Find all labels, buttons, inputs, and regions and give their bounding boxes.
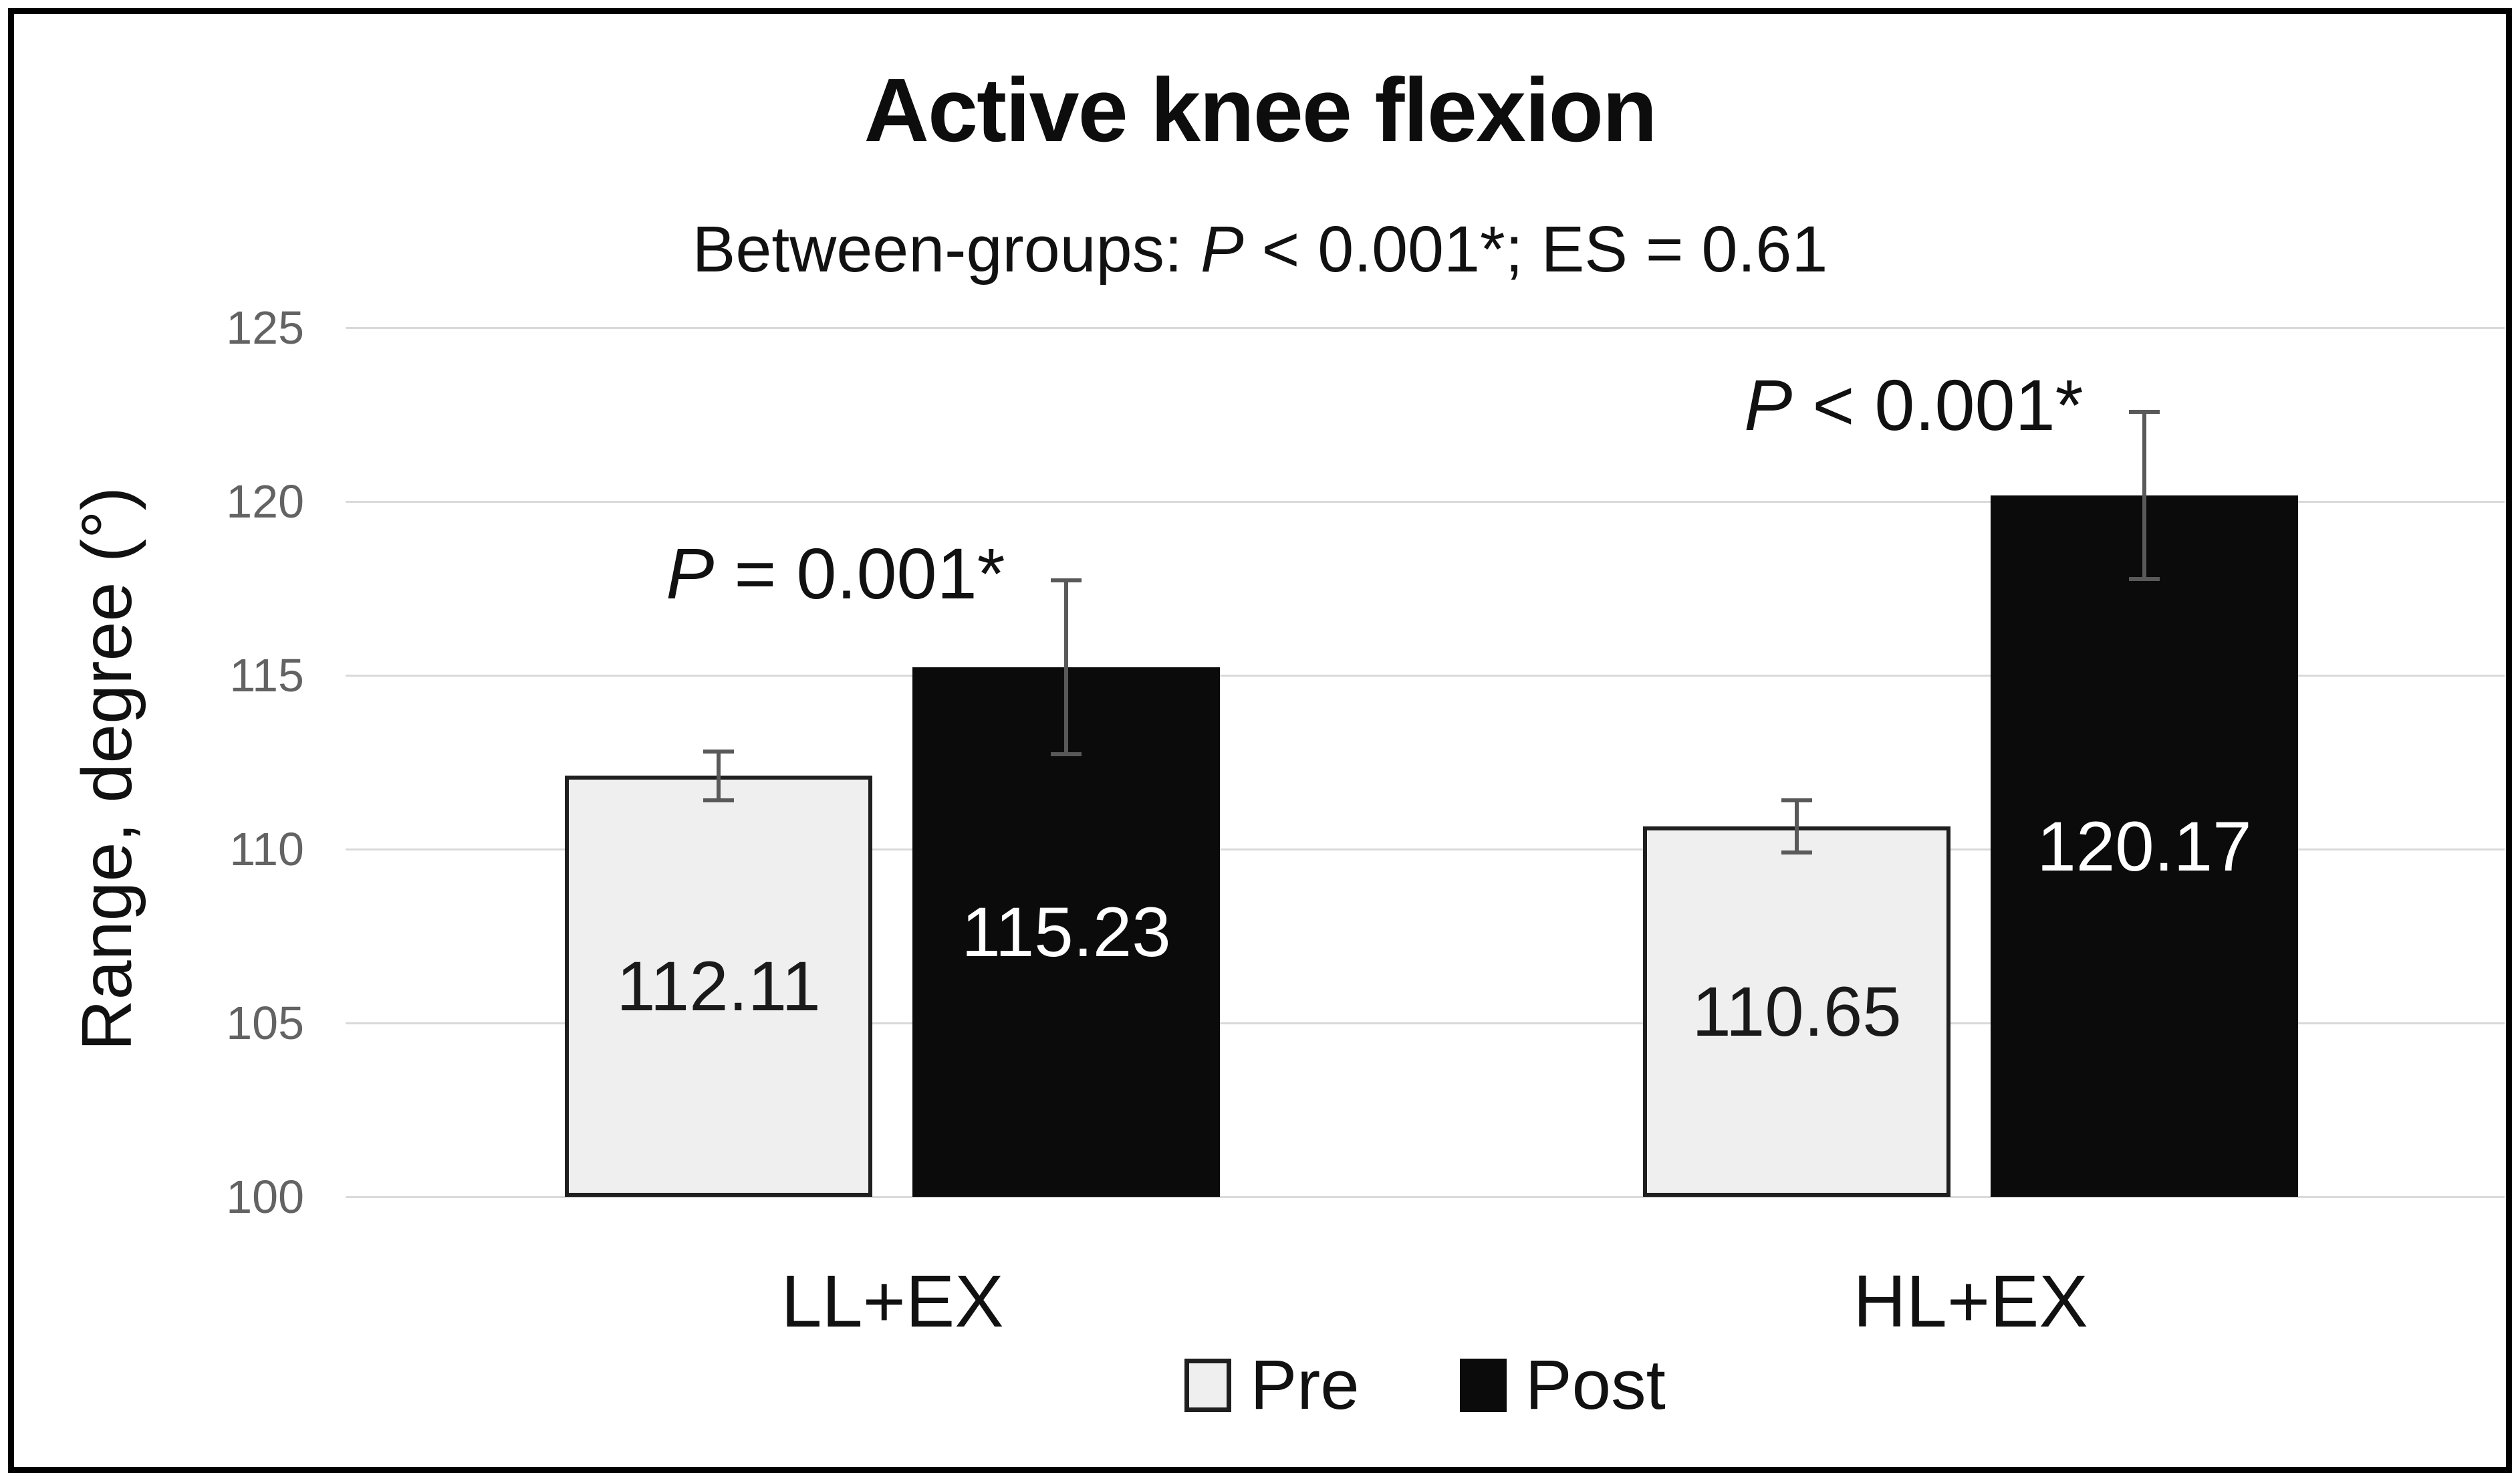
y-tick-label: 105 bbox=[226, 997, 304, 1049]
error-bar-line bbox=[2142, 412, 2146, 579]
post-swatch-icon bbox=[1459, 1359, 1507, 1412]
error-bar-cap-top bbox=[1051, 578, 1082, 583]
legend-item-post: Post bbox=[1459, 1345, 1666, 1426]
gridline bbox=[346, 675, 2505, 677]
y-tick-label: 125 bbox=[226, 302, 304, 354]
gridline bbox=[346, 848, 2505, 850]
error-bar-cap-bottom bbox=[1051, 752, 1082, 757]
error-bar-line bbox=[1064, 580, 1068, 755]
subtitle-prefix: Between-groups: bbox=[692, 213, 1201, 286]
bar-value-label: 120.17 bbox=[2037, 807, 2252, 886]
p-value-annotation: P = 0.001* bbox=[535, 530, 1136, 617]
p-symbol: P bbox=[1744, 364, 1793, 446]
legend-label-post: Post bbox=[1525, 1346, 1666, 1424]
error-bar-line bbox=[1795, 800, 1799, 853]
y-tick-label: 120 bbox=[226, 475, 304, 528]
y-tick-label: 110 bbox=[229, 823, 304, 875]
error-bar-cap-bottom bbox=[2129, 576, 2160, 581]
y-tick-label: 115 bbox=[229, 649, 304, 701]
p-value-text: < 0.001* bbox=[1792, 364, 2084, 446]
pre-swatch-icon bbox=[1184, 1359, 1232, 1412]
error-bar-cap-top bbox=[1781, 798, 1812, 803]
p-value-annotation: P < 0.001* bbox=[1613, 362, 2215, 449]
error-bar-cap-top bbox=[703, 749, 734, 754]
gridline bbox=[346, 1196, 2505, 1198]
bar-pre-hlex bbox=[1643, 826, 1950, 1197]
gridline bbox=[346, 1022, 2505, 1024]
figure-border-frame bbox=[8, 8, 2512, 1473]
p-value-text: = 0.001* bbox=[714, 533, 1005, 614]
bar-pre-llex bbox=[565, 776, 872, 1197]
gridline bbox=[346, 501, 2505, 503]
x-category-label: LL+EX bbox=[781, 1260, 1004, 1343]
bar-value-label: 112.11 bbox=[616, 947, 821, 1026]
subtitle-p-symbol: P bbox=[1200, 213, 1244, 286]
gridline bbox=[346, 327, 2505, 329]
error-bar-cap-bottom bbox=[1781, 850, 1812, 855]
error-bar-line bbox=[717, 751, 721, 800]
error-bar-cap-top bbox=[2129, 410, 2160, 415]
p-symbol: P bbox=[666, 533, 715, 614]
bar-value-label: 110.65 bbox=[1692, 973, 1902, 1052]
legend: Pre Post bbox=[346, 1345, 2505, 1426]
chart-title: Active knee flexion bbox=[864, 60, 1658, 160]
legend-label-pre: Pre bbox=[1250, 1346, 1360, 1424]
y-tick-label: 100 bbox=[226, 1171, 304, 1223]
subtitle-stats: < 0.001*; ES = 0.61 bbox=[1243, 213, 1828, 286]
chart-subtitle: Between-groups: P < 0.001*; ES = 0.61 bbox=[0, 207, 2520, 291]
error-bar-cap-bottom bbox=[703, 798, 734, 802]
legend-item-pre: Pre bbox=[1184, 1345, 1360, 1426]
bar-value-label: 115.23 bbox=[961, 893, 1171, 972]
x-category-label: HL+EX bbox=[1853, 1260, 2088, 1343]
bar-post-hlex bbox=[1991, 495, 2298, 1197]
